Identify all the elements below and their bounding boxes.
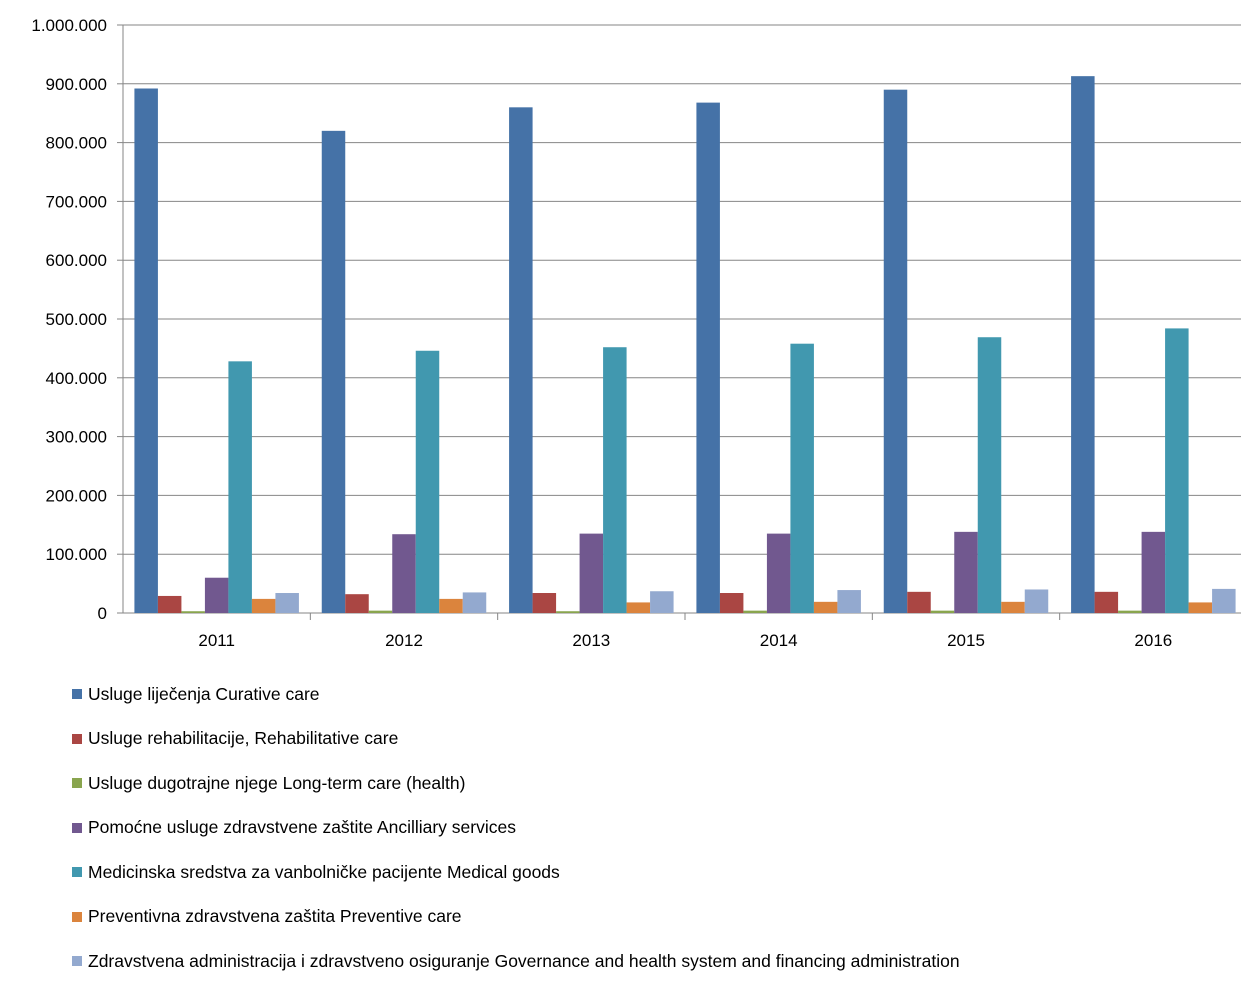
x-tick-label: 2011: [198, 631, 235, 650]
bar: [626, 602, 651, 613]
bar: [509, 107, 533, 613]
legend-label: Usluge dugotrajne njege Long-term care (…: [88, 772, 466, 793]
legend-swatch: [72, 911, 82, 922]
legend-swatch: [72, 733, 82, 744]
bar: [813, 601, 838, 613]
bar: [556, 611, 580, 613]
x-tick-label: 2013: [572, 631, 610, 650]
x-tick-label: 2015: [947, 631, 985, 650]
y-tick-label: 400.000: [46, 369, 107, 388]
y-tick-label: 900.000: [46, 75, 107, 94]
y-tick-label: 800.000: [46, 134, 107, 153]
y-tick-label: 300.000: [46, 428, 107, 447]
bar: [790, 343, 814, 613]
bar: [415, 350, 440, 613]
legend-label: Medicinska sredstva za vanbolničke pacij…: [88, 861, 560, 882]
bar: [1024, 589, 1049, 613]
y-tick-label: 700.000: [46, 192, 107, 211]
y-tick-labels: 0 100.000 200.000 300.000 400.000 500.000 600.…: [31, 16, 107, 623]
bar: [275, 593, 299, 613]
bar: [883, 89, 908, 614]
legend-item: Usluge liječenja Curative care: [72, 672, 960, 717]
bar: [368, 610, 393, 613]
legend-swatch: [72, 778, 82, 789]
legend-item: Preventivna zdravstvena zaštita Preventi…: [72, 895, 960, 940]
legend: Usluge liječenja Curative care Usluge reh…: [72, 672, 960, 984]
legend-item: Usluge rehabilitacije, Rehabilitative ca…: [72, 717, 960, 762]
legend-item: Medicinska sredstva za vanbolničke pacij…: [72, 850, 960, 895]
bar: [204, 577, 229, 613]
bar: [392, 534, 416, 613]
y-tick-label: 500.000: [46, 310, 107, 329]
legend-item: Usluge dugotrajne njege Long-term care (…: [72, 761, 960, 806]
y-tick-label: 600.000: [46, 251, 107, 270]
bars: [134, 76, 1236, 614]
bar: [696, 102, 720, 613]
legend-label: Preventivna zdravstvena zaštita Preventi…: [88, 906, 462, 927]
bar: [532, 593, 557, 613]
y-tick-label: 100.000: [46, 545, 107, 564]
axes: [117, 24, 1241, 620]
chart: 0 100.000 200.000 300.000 400.000 500.000 600.…: [31, 16, 1241, 650]
bar: [157, 595, 182, 613]
bar: [462, 592, 487, 613]
bar: [837, 590, 861, 613]
bar: [1188, 602, 1213, 613]
legend-swatch: [72, 956, 82, 967]
bar: [954, 531, 978, 613]
bar: [181, 611, 205, 613]
y-tick-label: 1.000.000: [31, 16, 107, 35]
x-tick-labels: 2011 2012 2013 2014 2015 2016: [198, 631, 1172, 650]
bar: [1001, 601, 1025, 613]
gridlines: [123, 24, 1241, 555]
x-tick-label: 2016: [1134, 631, 1172, 650]
bar: [603, 347, 627, 613]
legend-label: Zdravstvena administracija i zdravstveno…: [88, 950, 960, 971]
legend-swatch: [72, 822, 82, 833]
legend-swatch: [72, 689, 82, 700]
bar: [579, 533, 604, 613]
bar: [743, 610, 767, 613]
bar: [930, 610, 955, 613]
x-tick-label: 2014: [760, 631, 798, 650]
bar: [907, 591, 931, 613]
legend-label: Pomoćne usluge zdravstvene zaštite Ancil…: [88, 817, 516, 838]
bar: [766, 533, 791, 613]
y-tick-label: 0: [98, 604, 107, 623]
bar: [228, 361, 252, 613]
bar: [977, 337, 1002, 613]
legend-item: Pomoćne usluge zdravstvene zaštite Ancil…: [72, 806, 960, 851]
bar: [650, 591, 674, 613]
legend-swatch: [72, 867, 82, 878]
legend-label: Usluge rehabilitacije, Rehabilitative ca…: [88, 728, 399, 749]
x-tick-label: 2012: [385, 631, 423, 650]
bar: [251, 598, 276, 613]
bar: [1165, 328, 1189, 613]
bar: [321, 130, 346, 613]
bar: [1071, 76, 1095, 613]
bar: [345, 594, 369, 613]
y-tick-label: 200.000: [46, 486, 107, 505]
bar: [1141, 531, 1166, 613]
bar: [1212, 588, 1236, 613]
bar: [719, 593, 744, 613]
bar: [1118, 610, 1142, 613]
bar: [439, 598, 463, 613]
legend-item: Zdravstvena administracija i zdravstveno…: [72, 939, 960, 984]
legend-label: Usluge liječenja Curative care: [88, 683, 320, 704]
bar: [134, 88, 158, 613]
bar: [1094, 591, 1119, 613]
